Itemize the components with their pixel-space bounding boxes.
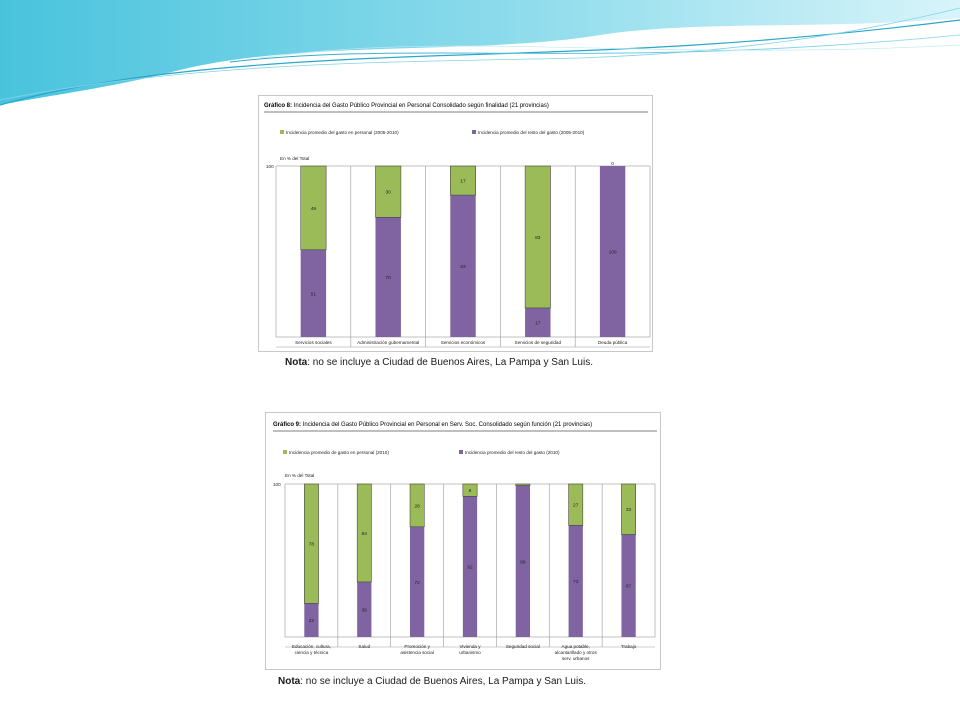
value-label-resto: 22 (309, 618, 315, 624)
value-label-resto: 92 (467, 565, 473, 571)
bar-resto-gasto (300, 249, 327, 337)
bar-resto-gasto (462, 496, 478, 637)
value-label-personal: 28 (414, 503, 420, 509)
value-label-personal: 30 (386, 190, 392, 196)
category-label: Vivienda y urbanismo (459, 644, 481, 655)
category-label: Promoción y asistencia social (400, 644, 433, 655)
plot-area: 22 78 Educación, cultura, ciencia y técnica… (284, 483, 656, 661)
chart-gasto-por-finalidad: Gráfico 8: Incidencia del Gasto Público … (258, 95, 653, 352)
category-label: Trabajo (621, 644, 637, 649)
category-label: Servicios económicos (441, 340, 486, 345)
value-label-resto: 100 (609, 250, 617, 256)
value-label-personal: 27 (573, 503, 579, 509)
bar-resto-gasto (599, 166, 626, 337)
value-label-personal: 0 (611, 161, 614, 167)
bar-gasto-personal (356, 483, 372, 583)
legend-label-green: Incidencia promedio del gasto en persona… (286, 130, 399, 135)
bar-resto-gasto (357, 581, 372, 637)
category-label: Seguridad social (506, 644, 540, 649)
value-label-resto: 72 (414, 580, 420, 586)
chart-gasto-por-funcion-svg: Gráfico 9: Incidencia del Gasto Público … (265, 412, 661, 670)
category-label: Servicios sociales (295, 340, 332, 345)
bar-resto-gasto (515, 485, 530, 637)
note-chart-1: Nota: no se incluye a Ciudad de Buenos A… (285, 357, 593, 368)
value-label-resto: 67 (626, 584, 632, 590)
plot-area: 51 49 Servicios sociales 70 30 Administración… (275, 161, 651, 348)
value-label-personal: 64 (362, 531, 368, 537)
legend-label-purple: Incidencia promedio del resto del gasto … (478, 130, 585, 135)
bar-gasto-personal (568, 483, 584, 526)
bar-resto-gasto (568, 525, 583, 637)
value-label-personal: 49 (311, 206, 317, 212)
value-label-resto: 36 (362, 607, 368, 613)
bar-gasto-personal (375, 165, 402, 218)
chart-gasto-por-funcion: Gráfico 9: Incidencia del Gasto Público … (265, 412, 661, 670)
bar-resto-gasto (410, 526, 425, 637)
legend-label-purple: Incidencia promedio del resto del gasto … (465, 450, 560, 455)
legend-swatch-green (280, 130, 284, 134)
legend-label-green: Incidencia promedio de gasto en personal… (289, 450, 389, 455)
category-label: Deuda pública (598, 340, 628, 345)
bar-gasto-personal (450, 165, 476, 196)
category-label: Agua potable, alcantarillado y otros serv.… (555, 644, 598, 661)
bar-gasto-personal (515, 483, 531, 486)
bar-gasto-personal (462, 483, 478, 497)
legend-swatch-green (283, 450, 287, 454)
bar-gasto-personal (409, 483, 425, 528)
header-wave-decoration (0, 0, 960, 106)
legend-swatch-purple (459, 450, 463, 454)
value-label-resto: 70 (386, 275, 392, 281)
value-label-resto: 83 (460, 264, 466, 270)
value-label-resto: 17 (535, 320, 541, 326)
y-tick-100: 100 (273, 482, 281, 487)
value-label-personal: 78 (309, 542, 315, 548)
value-label-resto: 51 (311, 291, 317, 297)
chart-title: Gráfico 8: Incidencia del Gasto Público … (264, 103, 549, 109)
value-label-personal: 17 (460, 179, 466, 185)
value-label-resto: 73 (573, 579, 579, 585)
bar-resto-gasto (450, 195, 476, 337)
bar-resto-gasto (621, 534, 636, 637)
bar-gasto-personal (524, 165, 551, 309)
y-axis-label: En % del Total (285, 473, 314, 478)
legend-swatch-purple (472, 130, 476, 134)
value-label-resto: 99 (520, 559, 526, 565)
category-label: Servicios de seguridad (515, 340, 562, 345)
category-label: Educación, cultura, ciencia y técnica (292, 644, 331, 655)
bar-gasto-personal (300, 165, 327, 251)
value-label-personal: 83 (535, 235, 541, 241)
bar-resto-gasto (304, 603, 319, 637)
category-label: Administración gubernamental (357, 340, 419, 345)
y-tick-100: 100 (266, 164, 274, 169)
bar-resto-gasto (525, 307, 551, 337)
value-label-personal: 33 (626, 507, 632, 513)
note-chart-2: Nota: no se incluye a Ciudad de Buenos A… (278, 676, 586, 687)
bar-resto-gasto (375, 217, 401, 337)
bar-gasto-personal (621, 483, 636, 535)
y-axis-label: En % del Total (280, 156, 309, 161)
chart-title: Gráfico 9: Incidencia del Gasto Público … (273, 422, 592, 428)
chart-gasto-por-finalidad-svg: Gráfico 8: Incidencia del Gasto Público … (258, 95, 653, 352)
category-label: Salud (358, 644, 370, 649)
bar-gasto-personal (304, 483, 319, 604)
value-label-personal: 8 (469, 488, 472, 494)
